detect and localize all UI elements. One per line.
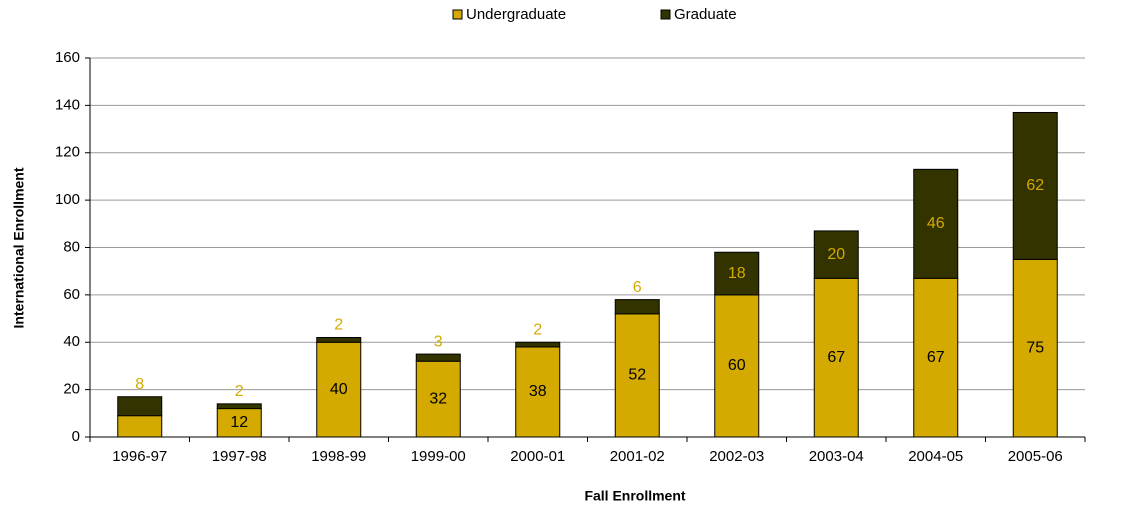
data-label: 2	[533, 321, 542, 338]
bar-segment	[913, 168, 959, 279]
x-tick-label: 2002-03	[709, 448, 764, 465]
data-label: 12	[230, 414, 248, 431]
x-tick-label: 2003-04	[809, 448, 864, 465]
legend-label: Graduate	[674, 6, 737, 23]
bar-segment	[913, 277, 959, 438]
x-tick-label: 2000-01	[510, 448, 565, 465]
y-tick-label: 40	[63, 333, 80, 350]
bar-segment	[714, 251, 760, 296]
x-tick-label: 2004-05	[908, 448, 963, 465]
data-label: 67	[927, 349, 945, 366]
x-tick-label: 1998-99	[311, 448, 366, 465]
bar-segment	[316, 341, 362, 438]
legend-label: Undergraduate	[466, 6, 566, 23]
bar-segment	[1012, 111, 1058, 260]
bar-segment	[216, 403, 262, 410]
data-label: 40	[330, 381, 348, 398]
y-tick-label: 120	[55, 144, 80, 161]
legend-swatch	[452, 9, 463, 20]
y-tick-label: 160	[55, 49, 80, 66]
y-tick-label: 140	[55, 96, 80, 113]
data-label: 60	[728, 357, 746, 374]
data-label: 67	[827, 349, 845, 366]
y-axis-title: International Enrollment	[11, 167, 27, 328]
data-label: 75	[1026, 339, 1044, 356]
y-tick-label: 80	[63, 238, 80, 255]
data-label: 52	[628, 367, 646, 384]
data-label: 62	[1026, 177, 1044, 194]
x-tick-label: 1997-98	[212, 448, 267, 465]
x-tick-label: 1996-97	[112, 448, 167, 465]
bar-segment	[714, 294, 760, 438]
bar-segment	[415, 353, 461, 362]
y-tick-label: 20	[63, 381, 80, 398]
y-tick-label: 0	[72, 428, 80, 445]
data-label: 3	[434, 333, 443, 350]
bar-segment	[813, 230, 859, 279]
data-label: 2	[334, 317, 343, 334]
data-label: 8	[135, 376, 144, 393]
data-label: 32	[429, 390, 447, 407]
bar-segment	[415, 360, 461, 438]
data-label: 46	[927, 215, 945, 232]
data-label: 2	[235, 383, 244, 400]
data-label: 20	[827, 246, 845, 263]
bar-segment	[614, 313, 660, 438]
bar-segment	[117, 396, 163, 417]
bar-segment	[316, 337, 362, 343]
legend-swatch	[660, 9, 671, 20]
x-tick-label: 2005-06	[1008, 448, 1063, 465]
x-tick-label: 2001-02	[610, 448, 665, 465]
data-label: 6	[633, 279, 642, 296]
x-tick-label: 1999-00	[411, 448, 466, 465]
data-label: 38	[529, 383, 547, 400]
bar-segment	[515, 346, 561, 438]
x-axis-title: Fall Enrollment	[584, 488, 685, 504]
bar-segment	[813, 277, 859, 438]
bar-segment	[515, 341, 561, 348]
y-tick-label: 60	[63, 286, 80, 303]
bar-segment	[216, 408, 262, 438]
bar-segment	[614, 299, 660, 315]
bar-segment	[117, 415, 163, 438]
data-label: 18	[728, 265, 746, 282]
bar-segment	[1012, 258, 1058, 438]
y-tick-label: 100	[55, 191, 80, 208]
